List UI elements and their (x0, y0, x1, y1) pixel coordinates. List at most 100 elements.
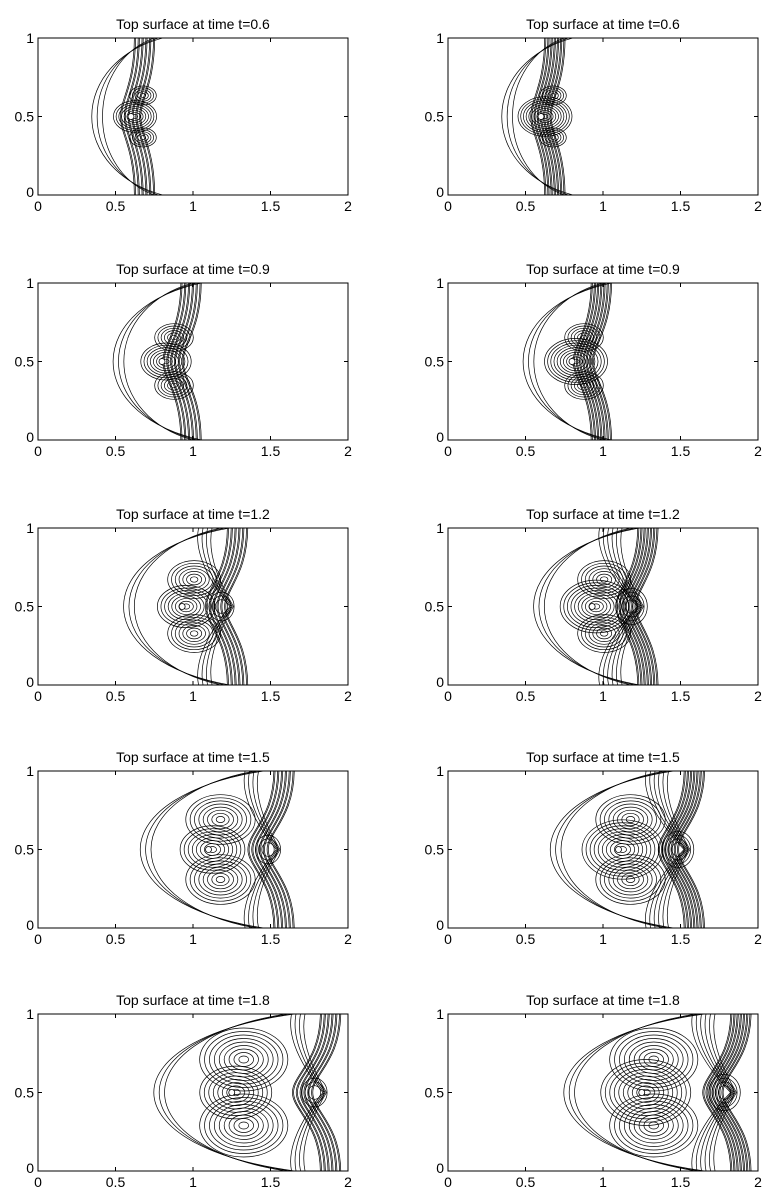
wavefront-contour (247, 771, 275, 928)
x-tick-label: 2 (344, 1174, 352, 1188)
wavefront-contour (582, 283, 602, 440)
arm-contour (620, 606, 644, 685)
arm-contour (602, 606, 639, 685)
lobe-contour (223, 1111, 264, 1140)
wavefront-contour (616, 528, 640, 685)
lobe-contour (549, 93, 557, 98)
lobe-contour (170, 334, 178, 341)
arm-contour (658, 771, 688, 850)
lobe-contour (194, 800, 247, 839)
envelope-contour (563, 1014, 709, 1171)
lobe-contour (163, 330, 185, 345)
lobe-contour (600, 630, 609, 637)
source-contour (118, 104, 152, 129)
arm-contour (290, 1014, 324, 1093)
source-contour (601, 834, 644, 865)
source-point (158, 358, 166, 365)
crossing-contour (301, 1077, 328, 1108)
x-tick-label: 1.5 (671, 688, 691, 704)
lobe-contour (211, 812, 230, 827)
arm-contour (598, 606, 638, 685)
lobe-contour (238, 1055, 250, 1064)
lobe-contour (214, 1104, 274, 1147)
source-point (568, 358, 576, 365)
x-tick-label: 2 (754, 443, 762, 459)
x-tick-label: 0 (34, 198, 42, 214)
wavefront-contour (216, 528, 240, 685)
crossing-contour (661, 830, 695, 869)
wavefront-contour (135, 38, 151, 195)
wavefront-contour (125, 38, 140, 195)
plot-frame (37, 282, 349, 441)
x-tick-label: 1.5 (671, 931, 691, 947)
wavefront-contour (629, 528, 652, 685)
lobe-contour (185, 854, 256, 905)
lobe-contour (648, 1055, 659, 1064)
arm-contour (713, 1092, 737, 1171)
x-tick-label: 0.5 (516, 443, 536, 459)
lobe-contour (139, 93, 147, 98)
lobe-contour (233, 1052, 254, 1067)
lobe-contour (214, 1038, 274, 1081)
contour-lines (140, 771, 295, 928)
y-tick-label: 0 (436, 1160, 444, 1176)
crossing-contour (261, 842, 275, 857)
wavefront-contour (267, 771, 295, 928)
source-contour (622, 1075, 669, 1110)
lobe-contour (638, 1048, 669, 1071)
lobe-contour (218, 1107, 269, 1144)
x-tick-label: 0.5 (106, 688, 126, 704)
source-contour (226, 1085, 246, 1100)
lobe-contour (570, 327, 598, 348)
arm-contour (290, 1092, 324, 1171)
lobe-contour (228, 1114, 259, 1137)
wavefront-contour (583, 283, 603, 440)
wavefront-contour (166, 283, 186, 440)
lobe-contour (207, 809, 234, 830)
lobe-contour (619, 1034, 689, 1085)
wavefront-contour (671, 771, 699, 928)
wavefront-contour (593, 283, 612, 440)
y-tick-label: 0 (26, 184, 34, 200)
y-tick-label: 1 (436, 520, 444, 536)
y-tick-label: 1 (26, 275, 34, 291)
arm-contour (695, 1014, 732, 1093)
source-point (205, 846, 212, 853)
arm-contour (691, 1092, 731, 1171)
source-contour (593, 828, 652, 871)
lobe-contour (580, 382, 588, 389)
lobe-contour (194, 860, 247, 899)
wavefront-contour (264, 771, 291, 928)
wavefront-contour (716, 1014, 745, 1171)
x-tick-label: 1 (189, 443, 197, 459)
lobe-contour (604, 860, 657, 899)
lobe-contour (608, 803, 653, 836)
contour-panel-right-4: Top surface at time t=1.5 0 0.5 1 1.5 2 0 0.5 1 (425, 749, 763, 947)
source-point (228, 1089, 236, 1096)
wavefront-contour (256, 771, 284, 928)
arm-contour (695, 1092, 732, 1171)
source-contour (553, 344, 599, 379)
source-contour (627, 1078, 665, 1107)
crossing-contour (304, 1081, 325, 1104)
wavefront-contour (167, 283, 187, 440)
lobe-contour (233, 1118, 254, 1133)
x-tick-label: 0 (444, 931, 452, 947)
wavefront-contour (549, 38, 565, 195)
lobe-contour (157, 325, 191, 350)
y-tick-label: 0 (436, 674, 444, 690)
lobe-contour (134, 131, 152, 144)
arm-contour (303, 1014, 327, 1093)
crossing-contour (255, 834, 281, 865)
x-tick-label: 2 (754, 931, 762, 947)
arm-contour (700, 1092, 734, 1171)
source-contour (187, 831, 238, 868)
wavefront-contour (544, 38, 559, 195)
wavefront-contour (580, 283, 600, 440)
source-contour (199, 1065, 273, 1120)
arm-contour (658, 849, 688, 928)
arm-contour (602, 528, 639, 607)
source-contour (597, 831, 648, 868)
lobe-contour (132, 129, 154, 146)
wavefront-contour (673, 771, 701, 928)
